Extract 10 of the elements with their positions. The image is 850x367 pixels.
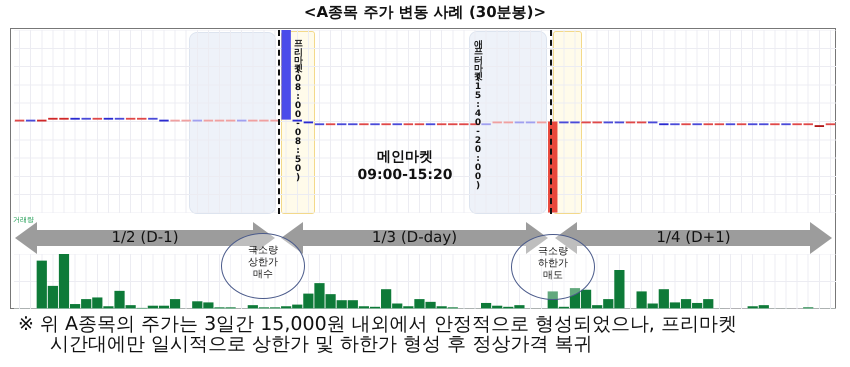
- text: ※ 위 A종목의 주가는 3일간 15,000원 내외에서 안정적으로 형성되었으나, 프리마켓 시간대에만 일시적으로 상한가 및 하한가 형성 후 정상가격 복귀: [18, 313, 738, 355]
- text: 1/4 (D+1): [655, 228, 732, 246]
- annotation: 극소량 상한가 매수: [247, 245, 279, 281]
- chart-title: <A종목 주가 변동 사례 (30분봉)>: [302, 3, 548, 22]
- text: 1/2 (D-1): [110, 228, 180, 246]
- annotation: 메인마켓 09:00-15:20: [356, 148, 454, 184]
- annotation: 프리마켓(08:00-08:50): [292, 33, 304, 182]
- annotation: 애프터마켓(15:40-20:00): [472, 33, 484, 190]
- annotation: 극소량 하한가 매도: [537, 246, 569, 282]
- text: 1/3 (D-day): [370, 228, 458, 246]
